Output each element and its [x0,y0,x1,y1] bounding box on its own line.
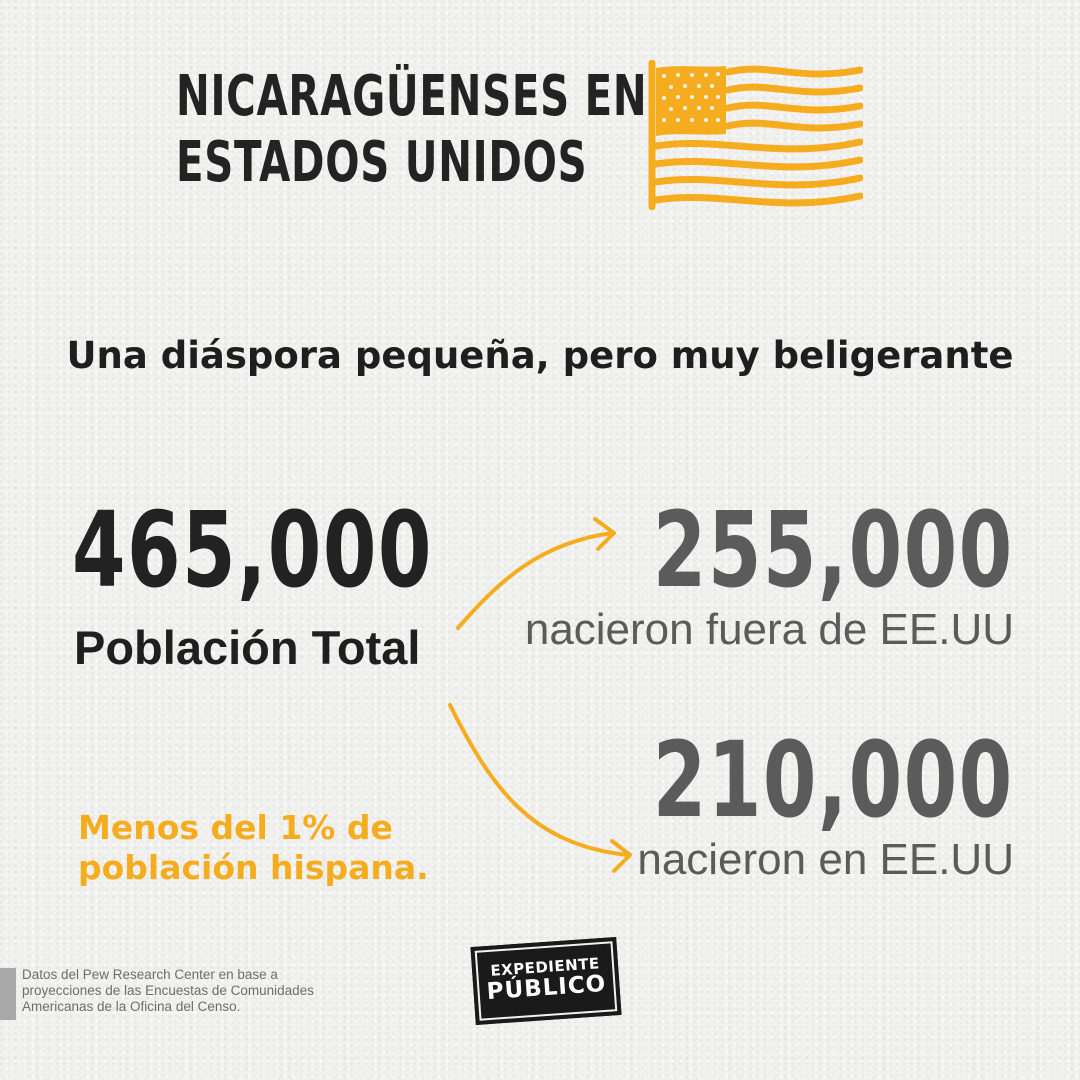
born-outside-label: nacieron fuera de EE.UU [524,605,1014,654]
split-arrows-icon [448,517,632,873]
note-line-1: Menos del 1% de [78,808,393,847]
title-line-2: ESTADOS UNIDOS [176,130,588,195]
source-marker [0,968,16,1020]
born-inside-label: nacieron en EE.UU [637,835,1014,884]
born-outside-value: 255,000 [653,489,1014,611]
source-line-3: Americanas de la Oficina del Censo. [22,999,241,1014]
expediente-publico-logo: EXPEDIENTE PÚBLICO [470,937,622,1025]
source-line-1: Datos del Pew Research Center en base a [22,967,278,982]
us-flag-icon [648,60,863,210]
source-note: Datos del Pew Research Center en base a … [22,967,314,1015]
total-population-value: 465,000 [72,489,433,611]
note-line-2: población hispana. [78,848,429,887]
subtitle: Una diáspora pequeña, pero muy beligeran… [66,334,1014,377]
page-title: NICARAGÜENSES EN ESTADOS UNIDOS [176,64,648,196]
title-line-1: NICARAGÜENSES EN [176,64,648,129]
born-inside-value: 210,000 [653,719,1014,841]
total-population-label: Población Total [74,621,421,674]
hispanic-share-note: Menos del 1% de población hispana. [78,808,429,888]
source-line-2: proyecciones de las Encuestas de Comunid… [22,983,314,998]
